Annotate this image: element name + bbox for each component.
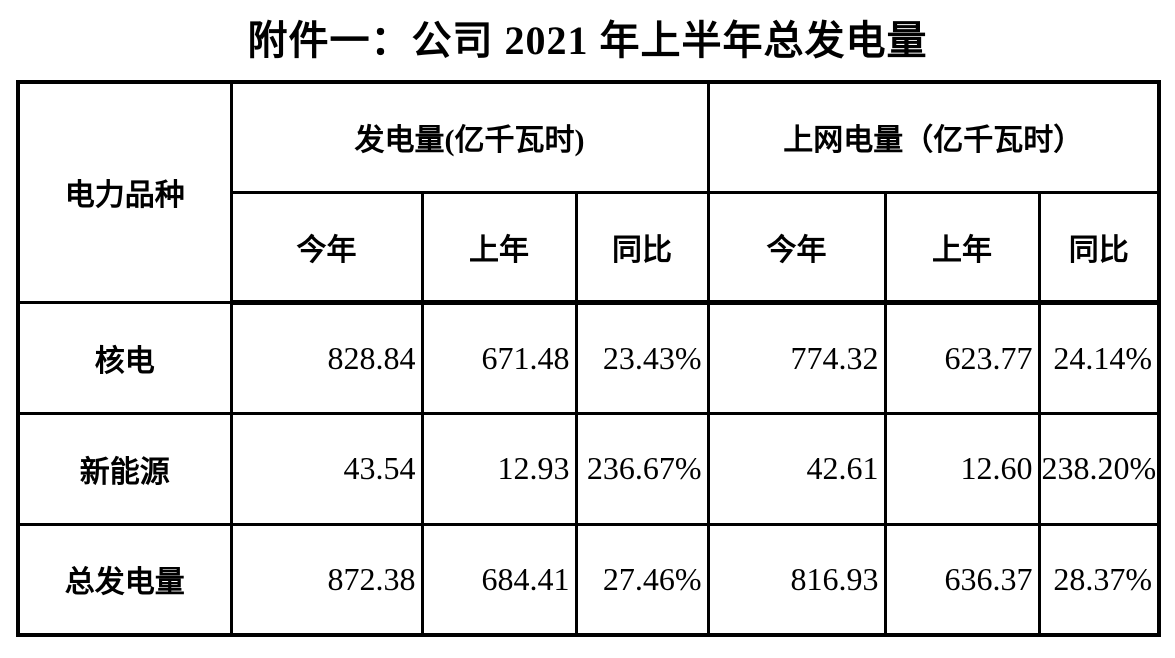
cell-new-energy-grid-yoy: 238.20%: [1037, 411, 1161, 526]
cell-nuclear-grid-this-year: 774.32: [706, 300, 887, 415]
cell-total-gen-yoy: 27.46%: [574, 522, 710, 637]
group-header-generation: 发电量(亿千瓦时): [229, 80, 710, 194]
cell-total-grid-yoy: 28.37%: [1037, 522, 1161, 637]
row-label-new-energy: 新能源: [16, 411, 233, 526]
cell-nuclear-grid-last-year: 623.77: [883, 300, 1041, 415]
cell-new-energy-gen-last-year: 12.93: [420, 411, 578, 526]
table-row-nuclear: 核电 828.84 671.48 23.43% 774.32 623.77 24…: [16, 300, 1161, 415]
header-power-type: 电力品种: [16, 80, 233, 304]
header-grid-this-year: 今年: [706, 190, 887, 305]
row-label-nuclear: 核电: [16, 300, 233, 415]
header-generation-last-year: 上年: [420, 190, 578, 305]
cell-new-energy-gen-this-year: 43.54: [229, 411, 424, 526]
header-grid-last-year: 上年: [883, 190, 1041, 305]
cell-nuclear-gen-last-year: 671.48: [420, 300, 578, 415]
group-header-grid-output: 上网电量（亿千瓦时）: [706, 80, 1161, 194]
table-row-new-energy: 新能源 43.54 12.93 236.67% 42.61 12.60 238.…: [16, 411, 1161, 526]
header-grid-yoy: 同比: [1037, 190, 1161, 305]
cell-total-gen-last-year: 684.41: [420, 522, 578, 637]
header-generation-this-year: 今年: [229, 190, 424, 305]
cell-nuclear-gen-yoy: 23.43%: [574, 300, 710, 415]
page-title: 附件一：公司 2021 年上半年总发电量: [247, 18, 928, 63]
row-label-total: 总发电量: [16, 522, 233, 637]
power-generation-table: 电力品种 发电量(亿千瓦时) 上网电量（亿千瓦时） 今年 上年 同比 今年 上年…: [16, 80, 1162, 637]
header-row-groups: 电力品种 发电量(亿千瓦时) 上网电量（亿千瓦时）: [16, 80, 1161, 304]
cell-new-energy-grid-last-year: 12.60: [883, 411, 1041, 526]
cell-total-grid-this-year: 816.93: [706, 522, 887, 637]
header-row-sub: 今年 上年 同比 今年 上年 同比: [18, 190, 1161, 305]
cell-total-gen-this-year: 872.38: [229, 522, 424, 637]
header-generation-yoy: 同比: [574, 190, 710, 305]
cell-nuclear-grid-yoy: 24.14%: [1037, 300, 1161, 415]
cell-nuclear-gen-this-year: 828.84: [229, 300, 424, 415]
cell-total-grid-last-year: 636.37: [883, 522, 1041, 637]
cell-new-energy-grid-this-year: 42.61: [706, 411, 887, 526]
table-row-total: 总发电量 872.38 684.41 27.46% 816.93 636.37 …: [16, 522, 1161, 637]
cell-new-energy-gen-yoy: 236.67%: [574, 411, 710, 526]
